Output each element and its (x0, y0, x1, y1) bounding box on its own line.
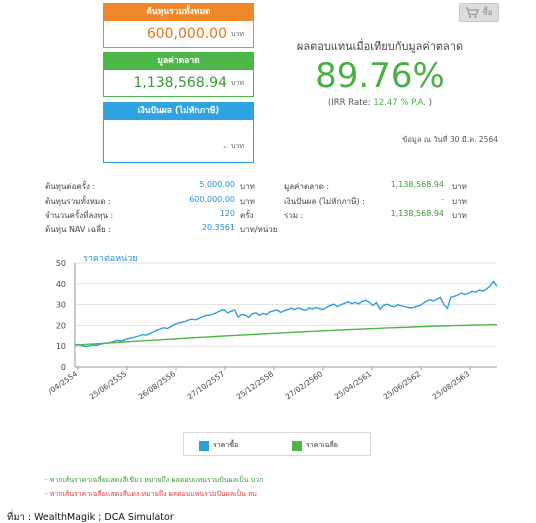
total-cost-card-value: 600,000.00 (146, 26, 227, 42)
market-value-card: มูลค่าตลาด 1,138,568.94 บาท (103, 52, 254, 97)
stat-dividend-unit: บาท (452, 197, 467, 206)
source-caption: ที่มา : WealthMagik ; DCA Simulator (7, 512, 174, 523)
irr-value: 12.47 % P.A. (373, 98, 427, 108)
stat-total-label: รวม : (284, 211, 304, 220)
stat-total-cost-unit: บาท (240, 197, 255, 206)
chart-legend: ราคาซื้อ ราคาเฉลี่ย (183, 432, 371, 456)
buy-button[interactable]: ซื้อ (459, 3, 499, 22)
dividend-card: เงินปันผล (ไม่หักภาษี) - บาท (103, 102, 254, 163)
stat-market-value-label: มูลค่าตลาด : (284, 182, 330, 191)
x-tick-label: 27/10/2557 (186, 369, 227, 401)
legend-label-avg-price: ราคาเฉลี่ย (306, 441, 338, 449)
return-label: ผลตอบแทนเมื่อเทียบกับมูลค่าตลาด (296, 40, 464, 53)
x-tick-label: 25/08/2563 (431, 369, 472, 401)
stat-avg-nav-label: ต้นทุน NAV เฉลี่ย : (45, 225, 111, 234)
x-tick-label: /04/2554 (46, 369, 79, 396)
x-tick-label: 25/12/2558 (235, 369, 276, 401)
stat-per-time-value: 5,000.00 (199, 180, 235, 189)
y-tick-label: 0 (61, 363, 66, 372)
total-cost-card: ต้นทุนรวมทั้งหมด 600,000.00 บาท (103, 3, 254, 48)
market-value-card-title: มูลค่าตลาด (104, 53, 253, 70)
dividend-card-unit: บาท (231, 142, 244, 150)
x-tick-label: 25/06/2562 (382, 369, 423, 401)
dividend-card-title: เงินปันผล (ไม่หักภาษี) (104, 103, 253, 120)
total-cost-card-title: ต้นทุนรวมทั้งหมด (104, 4, 253, 21)
cart-icon (465, 7, 480, 18)
market-value-card-unit: บาท (231, 79, 244, 87)
stat-total-cost-value: 600,000.00 (189, 195, 235, 204)
legend-item-buy-price: ราคาซื้อ (199, 440, 238, 451)
stat-dividend-value: - (441, 195, 444, 204)
x-tick-label: 26/08/2556 (137, 369, 178, 401)
x-tick-label: 25/06/2555 (88, 369, 129, 401)
legend-label-buy-price: ราคาซื้อ (213, 441, 239, 449)
total-cost-card-unit: บาท (231, 30, 244, 38)
market-value-card-value: 1,138,568.94 (133, 75, 227, 91)
legend-swatch-buy-price (199, 440, 209, 451)
buy-button-label: ซื้อ (482, 8, 493, 17)
note-red: - หากเส้นราคาเฉลี่ยแสดงสีแดง หมายถึง ผลต… (45, 490, 257, 498)
stat-total-cost-label: ต้นทุนรวมทั้งหมด : (45, 197, 111, 206)
note-green: - หากเส้นราคาเฉลี่ยแสดงสีเขียว หมายถึง ผ… (45, 476, 264, 484)
stat-avg-nav-unit: บาท/หน่วย (240, 225, 278, 234)
y-tick-label: 10 (56, 342, 66, 351)
stat-per-time-unit: บาท (240, 182, 255, 191)
dividend-card-value: - (223, 140, 227, 153)
x-tick-label: 27/02/2560 (284, 369, 325, 401)
legend-item-avg-price: ราคาเฉลี่ย (292, 440, 338, 451)
y-tick-label: 30 (56, 301, 66, 310)
x-tick-label: 25/04/2561 (333, 369, 374, 401)
stat-per-time-label: ต้นทุนต่อครั้ง : (45, 182, 96, 191)
stat-total-value: 1,138,568.94 (390, 209, 444, 218)
stat-market-value-unit: บาท (452, 182, 467, 191)
data-date: ข้อมูล ณ วันที่ 30 มี.ค. 2564 (402, 135, 498, 144)
y-tick-label: 20 (56, 321, 66, 330)
return-percentage: 89.76% (315, 56, 445, 96)
y-tick-label: 40 (56, 280, 66, 289)
stat-total-unit: บาท (452, 211, 467, 220)
stat-dividend-label: เงินปันผล (ไม่หักภาษี) : (284, 197, 365, 206)
stat-times-value: 120 (219, 209, 235, 218)
stat-market-value-value: 1,138,568.94 (390, 180, 444, 189)
irr-prefix: (IRR Rate: (327, 98, 371, 108)
irr-rate: (IRR Rate: 12.47 % P.A. ) (290, 98, 470, 108)
legend-swatch-avg-price (292, 440, 302, 451)
stat-avg-nav-value: 20.3561 (201, 223, 235, 232)
chart-title: ราคาต่อหน่วย (83, 254, 138, 264)
stat-times-label: จำนวนครั้งที่ลงทุน : (45, 211, 114, 220)
irr-suffix: ) (428, 98, 433, 108)
y-tick-label: 50 (56, 259, 66, 268)
series-line-buy-price (74, 280, 498, 348)
stat-times-unit: ครั้ง (240, 211, 254, 220)
series-line-avg-price (74, 324, 497, 346)
